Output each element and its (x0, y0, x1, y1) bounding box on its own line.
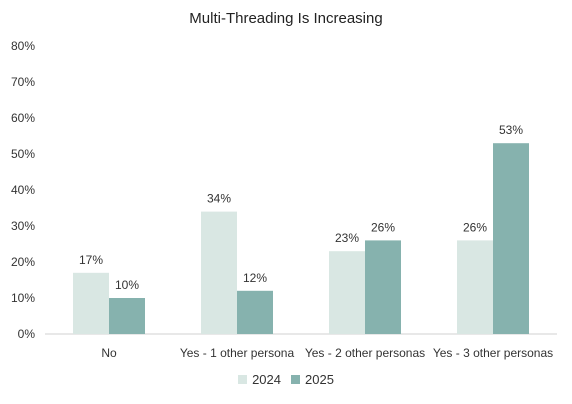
data-label-2025-2: 12% (243, 271, 267, 285)
bars-group: 17% 10% 34% 12% 23% 26% 26% 53% (73, 123, 529, 334)
legend-swatch-2024 (238, 375, 248, 384)
y-tick-label: 30% (11, 219, 35, 233)
data-label-2025-4: 53% (499, 123, 523, 137)
bar-2025-4 (493, 143, 529, 334)
legend-label-2025: 2025 (305, 372, 334, 387)
bar-2025-3 (365, 240, 401, 334)
y-tick-label: 80% (11, 39, 35, 53)
legend-item-2025: 2025 (291, 372, 334, 387)
bar-2024-3 (329, 251, 365, 334)
bar-2025-2 (237, 290, 273, 334)
data-label-2024-4: 26% (463, 220, 487, 234)
legend-item-2024: 2024 (238, 372, 281, 387)
x-category-label: Yes - 2 other personas (305, 346, 425, 360)
y-tick-label: 10% (11, 291, 35, 305)
legend-swatch-2025 (291, 375, 300, 384)
y-tick-label: 0% (18, 327, 36, 341)
data-label-2025-1: 10% (115, 278, 139, 292)
legend-label-2024: 2024 (252, 372, 281, 387)
x-category-label: Yes - 3 other personas (433, 346, 553, 360)
y-tick-label: 40% (11, 183, 35, 197)
y-tick-label: 60% (11, 111, 35, 125)
x-category-label: Yes - 1 other persona (180, 346, 295, 360)
y-axis-ticks: 0% 10% 20% 30% 40% 50% 60% 70% 80% (11, 39, 35, 341)
legend: 2024 2025 (0, 372, 572, 387)
y-tick-label: 70% (11, 75, 35, 89)
bar-2025-1 (109, 298, 145, 334)
x-category-label: No (101, 346, 117, 360)
y-tick-label: 50% (11, 147, 35, 161)
y-tick-label: 20% (11, 255, 35, 269)
data-label-2024-3: 23% (335, 231, 359, 245)
bar-2024-1 (73, 272, 109, 334)
data-label-2024-2: 34% (207, 192, 231, 206)
chart-title: Multi-Threading Is Increasing (189, 10, 383, 27)
data-label-2024-1: 17% (79, 253, 103, 267)
x-axis-labels: No Yes - 1 other persona Yes - 2 other per… (101, 346, 553, 360)
bar-2024-4 (457, 240, 493, 334)
bar-2024-2 (201, 211, 237, 334)
data-label-2025-3: 26% (371, 220, 395, 234)
